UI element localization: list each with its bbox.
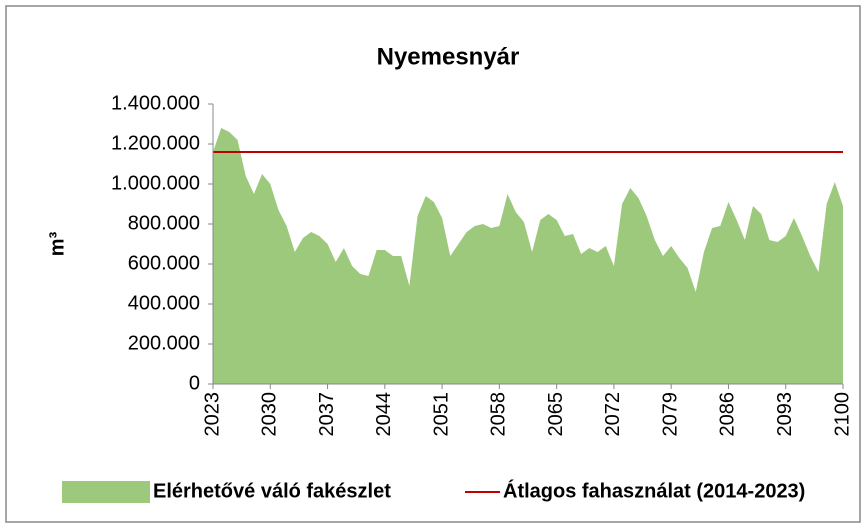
legend-label: Átlagos fahasználat (2014-2023) [503, 479, 805, 502]
chart-title: Nyemesnyár [377, 43, 520, 70]
area [213, 128, 843, 384]
y-tick-label: 400.000 [128, 292, 200, 314]
x-tick-label: 2030 [259, 392, 281, 437]
y-tick-label: 1.400.000 [111, 92, 200, 114]
x-tick-label: 2044 [373, 392, 395, 437]
x-tick-label: 2093 [774, 392, 796, 437]
x-tick-label: 2079 [659, 392, 681, 437]
x-tick-label: 2100 [831, 392, 853, 437]
legend-swatch [62, 481, 150, 503]
y-tick-label: 600.000 [128, 252, 200, 274]
y-tick-label: 200.000 [128, 332, 200, 354]
y-tick-label: 800.000 [128, 212, 200, 234]
x-tick-label: 2023 [201, 392, 223, 437]
x-tick-label: 2051 [430, 392, 452, 437]
y-axis-title: m³ [46, 231, 68, 256]
y-tick-label: 1.200.000 [111, 132, 200, 154]
x-tick-label: 2065 [545, 392, 567, 437]
y-tick-label: 1.000.000 [111, 172, 200, 194]
x-tick-label: 2086 [717, 392, 739, 437]
legend-label: Elérhetővé váló fakészlet [153, 480, 391, 502]
y-tick-label: 0 [189, 372, 200, 394]
x-tick-label: 2037 [316, 392, 338, 437]
x-tick-label: 2072 [602, 392, 624, 437]
x-tick-label: 2058 [488, 392, 510, 437]
